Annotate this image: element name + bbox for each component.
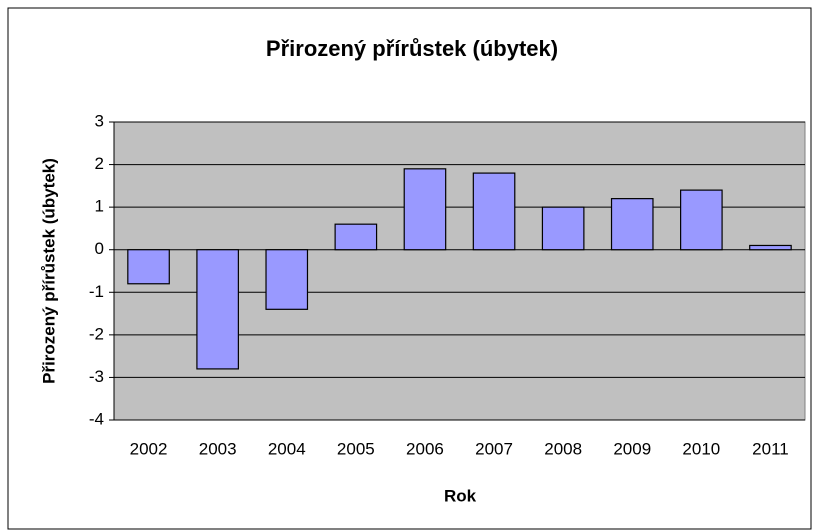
x-tick-label: 2008 bbox=[544, 439, 582, 458]
bar bbox=[127, 249, 170, 285]
y-tick-label: -4 bbox=[89, 409, 104, 428]
x-tick-label: 2003 bbox=[199, 439, 237, 458]
bar bbox=[749, 244, 792, 251]
x-tick-label: 2011 bbox=[752, 439, 789, 458]
y-tick-label: 2 bbox=[95, 154, 104, 173]
y-axis-title: Přirozený přírůstek (úbytek) bbox=[39, 158, 58, 384]
x-tick-label: 2007 bbox=[475, 439, 513, 458]
y-tick-label: -1 bbox=[89, 282, 104, 301]
y-tick-label: 3 bbox=[95, 111, 104, 130]
bar bbox=[196, 249, 239, 370]
x-axis-title: Rok bbox=[444, 486, 477, 505]
y-tick-label: 0 bbox=[95, 239, 104, 258]
x-tick-label: 2004 bbox=[268, 439, 306, 458]
x-tick-label: 2006 bbox=[406, 439, 444, 458]
y-tick-label: 1 bbox=[95, 197, 104, 216]
y-tick-label: -2 bbox=[89, 324, 104, 343]
chart-title: Přirozený přírůstek (úbytek) bbox=[266, 36, 558, 61]
x-tick-label: 2005 bbox=[337, 439, 375, 458]
bar bbox=[334, 223, 378, 251]
bar bbox=[610, 198, 654, 251]
bar bbox=[265, 249, 309, 310]
x-tick-label: 2002 bbox=[130, 439, 168, 458]
bar bbox=[680, 189, 723, 251]
x-tick-label: 2010 bbox=[682, 439, 720, 458]
bar bbox=[541, 206, 585, 251]
bar bbox=[472, 172, 516, 251]
bar bbox=[403, 168, 447, 251]
x-tick-label: 2009 bbox=[613, 439, 651, 458]
y-tick-label: -3 bbox=[89, 367, 104, 386]
